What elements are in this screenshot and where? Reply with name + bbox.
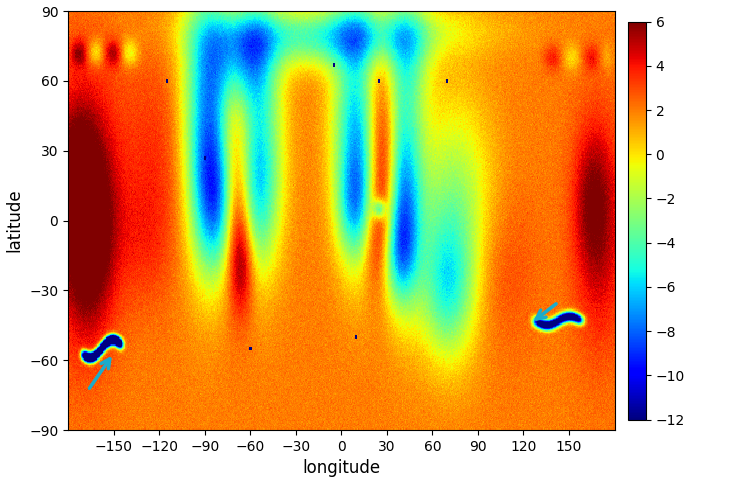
X-axis label: longitude: longitude	[302, 459, 381, 477]
Y-axis label: latitude: latitude	[6, 189, 23, 253]
